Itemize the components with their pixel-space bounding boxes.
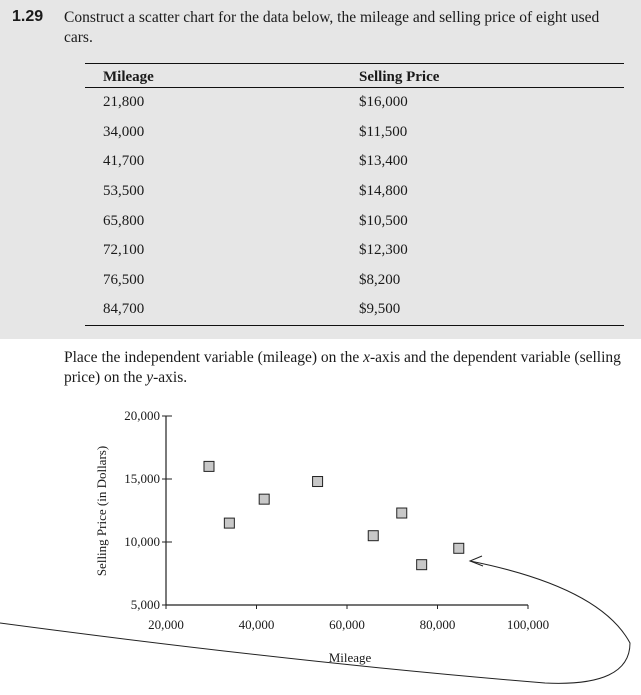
exercise-text: Construct a scatter chart for the data b…	[64, 9, 600, 46]
mileage-cell: 41,700	[103, 153, 145, 170]
table-row: 84,700 $9,500	[85, 295, 624, 326]
x-tick-label: 20,000	[148, 617, 184, 632]
x-axis-title: Mileage	[329, 650, 372, 665]
table-row: 34,000 $11,500	[85, 118, 624, 148]
scatter-point	[312, 476, 324, 488]
scatter-point	[367, 530, 379, 542]
y-tick-label: 5,000	[131, 597, 160, 612]
mileage-cell: 34,000	[103, 123, 145, 140]
price-cell: $9,500	[359, 295, 624, 326]
instruction-part-3: -axis.	[153, 369, 188, 386]
annotation-arrowhead	[468, 555, 484, 567]
table-row: 21,800 $16,000	[85, 88, 624, 118]
mileage-cell: 76,500	[103, 271, 145, 288]
price-cell: $13,400	[359, 153, 408, 170]
header-selling-price: Selling Price	[359, 63, 624, 88]
x-tick-label: 80,000	[420, 617, 456, 632]
chart-ticks: 20,000 40,000 60,000 80,000 100,000 5,000 10,0…	[124, 408, 549, 632]
table-row: 76,500 $8,200	[85, 266, 624, 296]
data-table: Mileage Selling Price 21,800 $16,000 34,…	[85, 63, 624, 326]
chart-axes	[165, 416, 528, 606]
table-row: 65,800 $10,500	[85, 206, 624, 236]
scatter-point	[416, 559, 428, 571]
exercise-box: 1.29 Construct a scatter chart for the d…	[0, 0, 641, 339]
instruction-part-2: -axis and the dependent variable (sellin…	[64, 349, 621, 386]
table-row: 41,700 $13,400	[85, 147, 624, 177]
x-tick-label: 100,000	[507, 617, 549, 632]
price-cell: $16,000	[359, 94, 408, 111]
y-tick-label: 10,000	[124, 534, 160, 549]
x-tick-label: 40,000	[239, 617, 275, 632]
mileage-cell: 21,800	[103, 94, 145, 111]
scatter-point	[223, 517, 235, 529]
price-cell: $10,500	[359, 212, 408, 229]
y-tick-label: 20,000	[124, 408, 160, 423]
scatter-point	[258, 493, 270, 505]
price-cell: $14,800	[359, 183, 408, 200]
scatter-point	[203, 460, 215, 472]
y-axis-term: y	[146, 369, 154, 386]
x-tick-label: 60,000	[329, 617, 365, 632]
x-axis-term: x	[363, 349, 370, 366]
chart-points	[203, 460, 465, 571]
table-row: 72,100 $12,300	[85, 236, 624, 266]
mileage-cell: 84,700	[85, 295, 359, 326]
instruction-part-1: Place the independent variable (mileage)…	[64, 349, 364, 366]
price-cell: $11,500	[359, 123, 408, 140]
mileage-cell: 65,800	[103, 212, 145, 229]
mileage-cell: 53,500	[103, 183, 145, 200]
exercise-number: 1.29	[12, 8, 44, 25]
scatter-point	[396, 507, 408, 519]
mileage-cell: 72,100	[103, 242, 145, 259]
price-cell: $8,200	[359, 271, 401, 288]
table-row: 53,500 $14,800	[85, 177, 624, 207]
table-header-row: Mileage Selling Price	[85, 63, 624, 88]
scatter-chart: 20,000 40,000 60,000 80,000 100,000 5,000 10,0…	[0, 408, 631, 684]
annotation-curve	[0, 560, 631, 684]
y-axis-title: Selling Price (in Dollars)	[94, 446, 109, 576]
y-tick-label: 15,000	[124, 471, 160, 486]
scatter-point	[453, 542, 465, 554]
price-cell: $12,300	[359, 242, 408, 259]
header-mileage: Mileage	[85, 63, 359, 88]
instruction-text: Place the independent variable (mileage)…	[64, 348, 624, 388]
